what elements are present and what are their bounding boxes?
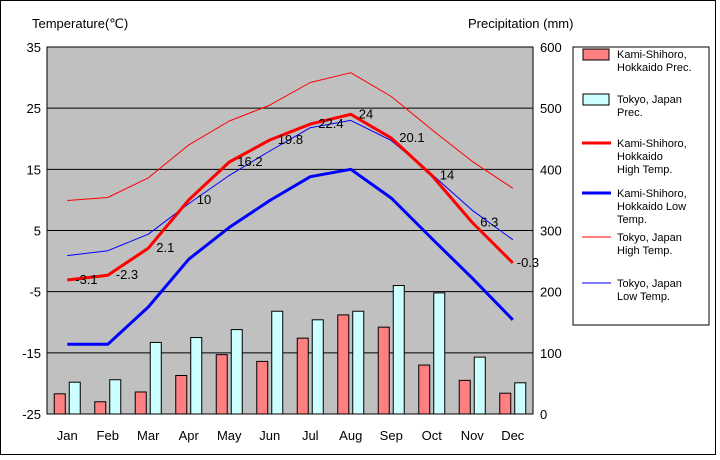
temperature-line — [67, 167, 514, 346]
legend-swatch — [582, 93, 610, 106]
precipitation-bar — [473, 356, 486, 415]
data-label: -3.1 — [75, 272, 97, 287]
precipitation-bar — [271, 310, 284, 415]
right-tick-label: 200 — [540, 285, 562, 300]
legend-label: Low Temp. — [617, 291, 670, 303]
x-tick-label: Nov — [461, 428, 485, 443]
data-label: 2.1 — [156, 240, 174, 255]
precipitation-bar — [256, 360, 269, 415]
legend-swatch — [582, 48, 610, 61]
right-axis-title: Precipitation (mm) — [468, 16, 573, 31]
left-tick-label: 35 — [27, 40, 41, 55]
precipitation-bar — [230, 329, 243, 415]
x-tick-label: Apr — [179, 428, 200, 443]
legend-box — [572, 46, 710, 326]
precipitation-bar — [149, 341, 162, 415]
precipitation-bar — [190, 337, 203, 415]
legend-label: Kami-Shihoro, — [617, 138, 687, 150]
left-tick-label: 25 — [27, 101, 41, 116]
legend-label: Tokyo, Japan — [617, 232, 682, 244]
left-tick-label: -15 — [22, 346, 41, 361]
data-label: 6.3 — [480, 215, 498, 230]
right-tick-label: 300 — [540, 224, 562, 239]
data-label: -2.3 — [116, 267, 138, 282]
precipitation-bar — [392, 285, 405, 415]
x-tick-label: Jul — [302, 428, 319, 443]
left-tick-label: -25 — [22, 407, 41, 422]
precipitation-bar — [94, 401, 107, 415]
precipitation-bar — [458, 379, 471, 415]
legend-label: Tokyo, Japan — [617, 94, 682, 106]
x-tick-label: Sep — [380, 428, 403, 443]
x-tick-label: Feb — [97, 428, 119, 443]
left-tick-label: 15 — [27, 162, 41, 177]
right-tick-label: 600 — [540, 40, 562, 55]
precipitation-bar — [175, 374, 188, 415]
precipitation-bar — [352, 310, 365, 415]
left-tick-label: 5 — [34, 224, 41, 239]
precipitation-bar — [377, 326, 390, 415]
data-label: 14 — [440, 167, 454, 182]
precipitation-bar — [53, 393, 66, 415]
x-tick-label: Jan — [57, 428, 78, 443]
legend-label: Hokkaido Prec. — [617, 62, 692, 74]
legend-label: High Temp. — [617, 245, 672, 257]
precipitation-bar — [418, 364, 431, 415]
x-tick-label: Mar — [137, 428, 160, 443]
data-label: 10 — [197, 192, 211, 207]
plot-border — [46, 46, 534, 415]
left-axis-title: Temperature(℃) — [32, 16, 128, 31]
legend-label: High Temp. — [617, 164, 672, 176]
temperature-line — [67, 112, 514, 282]
data-label: 24 — [359, 106, 373, 121]
precipitation-bar — [514, 382, 527, 415]
left-tick-label: -5 — [29, 285, 41, 300]
data-label: 22.4 — [318, 116, 343, 131]
x-tick-label: Jun — [259, 428, 280, 443]
precipitation-bar — [68, 381, 81, 415]
precipitation-bar — [337, 314, 350, 415]
precipitation-bar — [499, 392, 512, 415]
legend-label: Prec. — [617, 107, 643, 119]
right-tick-label: 0 — [540, 407, 547, 422]
x-tick-label: Aug — [339, 428, 362, 443]
right-tick-label: 100 — [540, 346, 562, 361]
temperature-line — [67, 72, 514, 201]
legend-label: Kami-Shihoro, — [617, 49, 687, 61]
x-tick-label: Dec — [501, 428, 525, 443]
right-tick-label: 500 — [540, 101, 562, 116]
legend-label: Tokyo, Japan — [617, 278, 682, 290]
precipitation-bar — [109, 379, 122, 415]
precipitation-bar — [134, 391, 147, 415]
x-tick-label: May — [217, 428, 242, 443]
legend-label: Kami-Shihoro, — [617, 188, 687, 200]
data-label: -0.3 — [517, 255, 539, 270]
data-label: 19.8 — [278, 132, 303, 147]
precipitation-bar — [311, 319, 324, 415]
precipitation-bar — [296, 337, 309, 415]
data-label: 16.2 — [237, 154, 262, 169]
legend-label: Hokkaido — [617, 151, 663, 163]
precipitation-bar — [433, 292, 446, 415]
precipitation-bar — [215, 354, 228, 415]
right-tick-label: 400 — [540, 162, 562, 177]
temperature-line — [67, 119, 514, 257]
x-tick-label: Oct — [422, 428, 443, 443]
legend-label: Hokkaido Low — [617, 201, 686, 213]
data-label: 20.1 — [399, 130, 424, 145]
legend-label: Temp. — [617, 214, 647, 226]
